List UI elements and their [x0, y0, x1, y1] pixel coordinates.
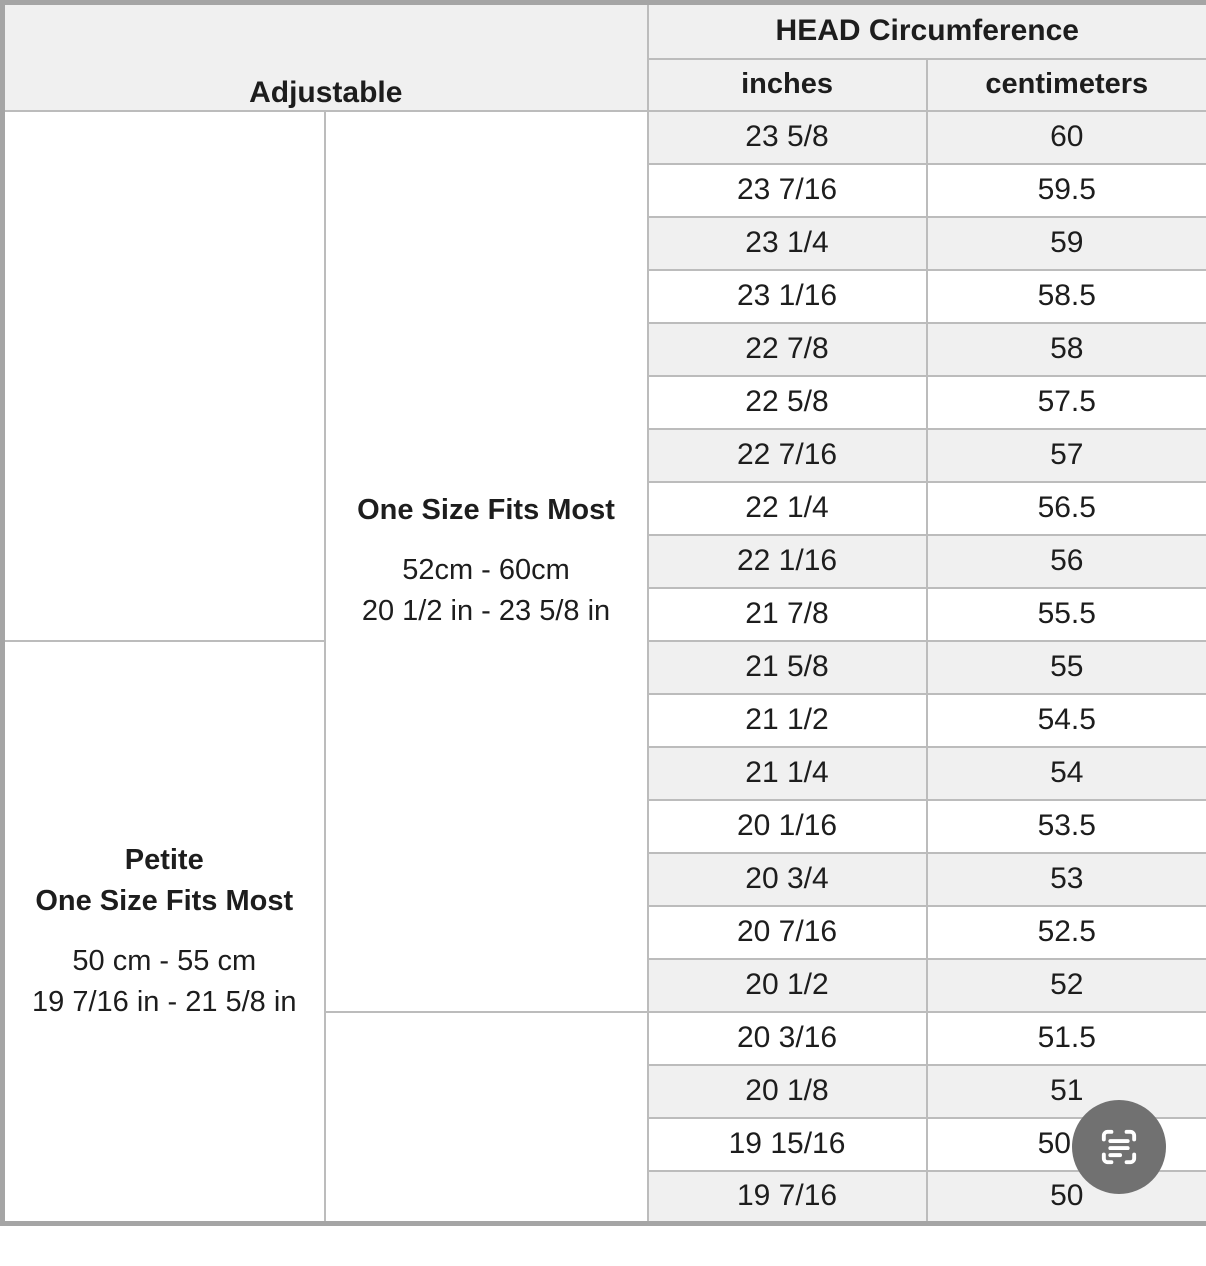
centimeters-cell: 54.5	[925, 692, 1206, 748]
inches-cell: 20 7/16	[646, 904, 928, 960]
one-size-range-in: 20 1/2 in - 23 5/8 in	[361, 595, 611, 627]
table-header: Adjustable HEAD Circumference inches cen…	[1, 1, 1206, 112]
table-row: 22 1/16 56	[3, 533, 1206, 589]
centimeters-cell: 57	[925, 427, 1206, 483]
inches-cell: 23 1/16	[646, 268, 928, 324]
table-row: 22 5/8 57.5	[3, 374, 1206, 430]
scan-text-button[interactable]	[1072, 1100, 1166, 1194]
table-row: 20 3/4 53	[3, 851, 1206, 907]
centimeters-cell: 55.5	[925, 586, 1206, 642]
inches-cell: 21 5/8	[646, 639, 928, 695]
petite-one-size-cell: Petite One Size Fits Most 50 cm - 55 cm 19 …	[1, 639, 326, 1225]
inches-cell: 19 15/16	[646, 1116, 928, 1172]
table-body: One Size Fits Most 52cm - 60cm 20 1/2 in -…	[1, 109, 1206, 1225]
inches-cell: 20 1/2	[646, 957, 928, 1013]
centimeters-cell: 60	[925, 109, 1206, 165]
table-row: 21 7/8 55.5	[3, 586, 1206, 642]
centimeters-cell: 59.5	[925, 162, 1206, 218]
inches-cell: 22 1/16	[646, 533, 928, 589]
head-circumference-table: Adjustable HEAD Circumference inches cen…	[0, 0, 1206, 1226]
table-row: 22 7/16 57	[3, 427, 1206, 483]
inches-cell: 22 5/8	[646, 374, 928, 430]
table-row: 21 1/4 54	[3, 745, 1206, 801]
centimeters-cell: 53.5	[925, 798, 1206, 854]
table-row: 23 7/16 59.5	[3, 162, 1206, 218]
centimeters-column-header: centimeters	[925, 57, 1206, 112]
inches-column-header: inches	[646, 57, 928, 112]
head-circumference-header: HEAD Circumference	[646, 1, 1206, 60]
inches-cell: 23 5/8	[646, 109, 928, 165]
centimeters-cell: 50	[925, 1169, 1206, 1225]
one-size-fits-most-cell: One Size Fits Most 52cm - 60cm 20 1/2 in -…	[323, 109, 649, 1013]
inches-cell: 21 1/4	[646, 745, 928, 801]
inches-cell: 22 7/16	[646, 427, 928, 483]
header-row-1: Adjustable HEAD Circumference	[1, 1, 1206, 112]
table-row: 22 1/4 56.5	[3, 480, 1206, 536]
centimeters-cell: 51	[925, 1063, 1206, 1119]
adjustable-header: Adjustable	[1, 1, 649, 112]
inches-cell: 21 7/8	[646, 586, 928, 642]
table-row: 23 1/16 58.5	[3, 268, 1206, 324]
petite-range-cm: 50 cm - 55 cm	[72, 944, 257, 977]
centimeters-cell: 52.5	[925, 904, 1206, 960]
inches-cell: 22 7/8	[646, 321, 928, 377]
inches-cell: 20 1/16	[646, 798, 928, 854]
centimeters-cell: 52	[925, 957, 1206, 1013]
inches-cell: 23 7/16	[646, 162, 928, 218]
centimeters-cell: 59	[925, 215, 1206, 271]
centimeters-cell: 53	[925, 851, 1206, 907]
table-row: 21 1/2 54.5	[3, 692, 1206, 748]
one-size-title: One Size Fits Most	[357, 494, 615, 526]
table-row: 20 3/16 51.5	[3, 1010, 1206, 1225]
scan-text-icon	[1093, 1121, 1145, 1173]
petite-title-line1: Petite	[124, 843, 204, 876]
inches-cell: 20 1/8	[646, 1063, 928, 1119]
centimeters-cell: 56	[925, 533, 1206, 589]
table-row: 20 1/8 51	[3, 1063, 1206, 1119]
inches-cell: 20 3/16	[646, 1010, 928, 1066]
centimeters-cell: 58	[925, 321, 1206, 377]
empty-left-cell	[1, 109, 326, 642]
table-row: 19 15/16 50.5	[3, 1116, 1206, 1172]
centimeters-cell: 58.5	[925, 268, 1206, 324]
empty-right-cell	[323, 1010, 649, 1225]
centimeters-cell: 55	[925, 639, 1206, 695]
inches-cell: 19 7/16	[646, 1169, 928, 1225]
centimeters-cell: 54	[925, 745, 1206, 801]
table-row: One Size Fits Most 52cm - 60cm 20 1/2 in -…	[1, 109, 1206, 1013]
centimeters-cell: 56.5	[925, 480, 1206, 536]
inches-cell: 21 1/2	[646, 692, 928, 748]
table-row: 22 7/8 58	[3, 321, 1206, 377]
table-row: 20 1/16 53.5	[3, 798, 1206, 854]
table-row: Petite One Size Fits Most 50 cm - 55 cm 19 …	[1, 639, 1206, 1225]
inches-cell: 22 1/4	[646, 480, 928, 536]
inches-cell: 20 3/4	[646, 851, 928, 907]
table-row: 23 1/4 59	[3, 215, 1206, 271]
one-size-range-cm: 52cm - 60cm	[402, 554, 570, 586]
table-row: 20 7/16 52.5	[3, 904, 1206, 960]
centimeters-cell: 51.5	[925, 1010, 1206, 1066]
petite-range-in: 19 7/16 in - 21 5/8 in	[32, 985, 297, 1018]
table-row: 20 1/2 52	[3, 957, 1206, 1013]
centimeters-cell: 57.5	[925, 374, 1206, 430]
header-row-2: inches centimeters	[3, 57, 1206, 112]
inches-cell: 23 1/4	[646, 215, 928, 271]
table-row: 19 7/16 50	[3, 1169, 1206, 1225]
petite-title-line2: One Size Fits Most	[35, 884, 294, 917]
